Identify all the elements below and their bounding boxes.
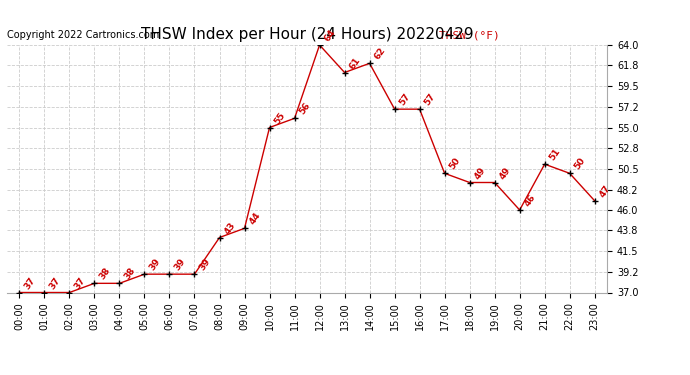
Text: 39: 39: [172, 257, 187, 272]
Text: 37: 37: [48, 275, 62, 291]
Text: 55: 55: [273, 110, 287, 126]
Text: Copyright 2022 Cartronics.com: Copyright 2022 Cartronics.com: [7, 30, 159, 40]
Text: 49: 49: [473, 165, 487, 181]
Title: THSW Index per Hour (24 Hours) 20220429: THSW Index per Hour (24 Hours) 20220429: [141, 27, 473, 42]
Text: 38: 38: [122, 266, 137, 282]
Text: 37: 37: [72, 275, 87, 291]
Text: 46: 46: [522, 193, 538, 208]
Text: 37: 37: [22, 275, 37, 291]
Text: 44: 44: [248, 211, 262, 226]
Text: 43: 43: [222, 220, 237, 236]
Text: 57: 57: [422, 92, 437, 107]
Text: 39: 39: [197, 257, 212, 272]
Text: 51: 51: [548, 147, 562, 162]
Text: 62: 62: [373, 46, 387, 62]
Text: 49: 49: [497, 165, 513, 181]
Text: 50: 50: [448, 156, 462, 171]
Text: THSW (°F): THSW (°F): [439, 30, 500, 40]
Text: 61: 61: [348, 55, 362, 70]
Text: 39: 39: [148, 257, 162, 272]
Text: 57: 57: [397, 92, 412, 107]
Text: 47: 47: [598, 183, 613, 199]
Text: 50: 50: [573, 156, 587, 171]
Text: 38: 38: [97, 266, 112, 282]
Text: 56: 56: [297, 101, 312, 117]
Text: 64: 64: [322, 28, 337, 43]
